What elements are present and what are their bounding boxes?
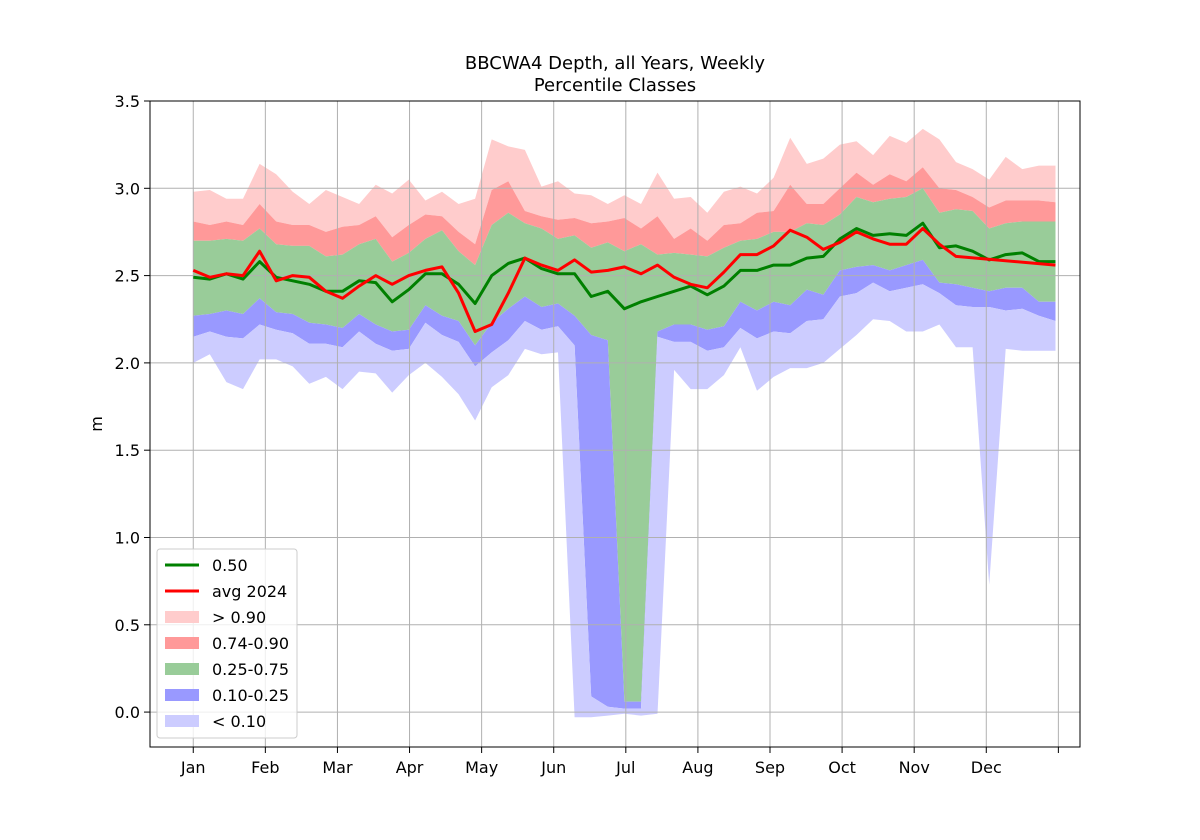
y-tick-label: 2.5 xyxy=(115,267,140,286)
legend-swatch-gt90 xyxy=(165,611,199,623)
x-tick-label: Feb xyxy=(251,758,279,777)
x-tick-label: Apr xyxy=(396,758,424,777)
x-tick-label: Mar xyxy=(322,758,353,777)
x-tick-label: May xyxy=(465,758,498,777)
legend-label-avg-2024: avg 2024 xyxy=(212,582,287,601)
percentile-bands xyxy=(193,128,1056,718)
legend: 0.50 avg 2024 > 0.90 0.74-0.90 0.25-0.75… xyxy=(156,548,298,739)
x-tick-label: Jan xyxy=(180,758,206,777)
legend-label-25-75: 0.25-0.75 xyxy=(212,660,289,679)
y-tick-label: 0.0 xyxy=(115,703,140,722)
band-25-75 xyxy=(193,188,1056,702)
legend-label-10-25: 0.10-0.25 xyxy=(212,686,289,705)
legend-swatch-lt10 xyxy=(165,715,199,727)
series-lines xyxy=(192,221,1056,333)
median-line xyxy=(193,221,1056,311)
y-tick-label: 1.0 xyxy=(115,528,140,547)
band-10-25 xyxy=(193,259,1056,709)
legend-label-median: 0.50 xyxy=(212,556,248,575)
y-tick-label: 2.0 xyxy=(115,354,140,373)
x-tick-label: Jun xyxy=(540,758,566,777)
x-tick-label: Jul xyxy=(615,758,635,777)
legend-swatch-25-75 xyxy=(165,663,199,675)
legend-label-gt90: > 0.90 xyxy=(212,608,266,627)
chart-title-line-2: Percentile Classes xyxy=(534,75,696,96)
x-tick-label: Dec xyxy=(971,758,1002,777)
avg-2024-line xyxy=(192,227,1056,333)
y-tick-label: 3.5 xyxy=(115,92,140,111)
legend-label-lt10: < 0.10 xyxy=(212,712,266,731)
x-tick-label: Oct xyxy=(828,758,856,777)
y-tick-label: 0.5 xyxy=(115,616,140,635)
x-tick-label: Sep xyxy=(755,758,785,777)
x-tick-label: Aug xyxy=(682,758,713,777)
plot-frame xyxy=(149,100,1081,748)
x-tick-label: Nov xyxy=(899,758,930,777)
band-74-90 xyxy=(193,167,1056,266)
y-axis-ticks: 0.0 0.5 1.0 1.5 2.0 2.5 3.0 3.5 xyxy=(115,92,150,722)
legend-label-74-90: 0.74-0.90 xyxy=(212,634,289,653)
legend-swatch-10-25 xyxy=(165,689,199,701)
x-axis-ticks: Jan Feb Mar Apr May Jun Jul Aug Sep Oct Nov Dec xyxy=(180,747,1059,777)
band-gt90 xyxy=(193,128,1056,245)
y-axis-label: m xyxy=(87,416,106,432)
band-lt10 xyxy=(193,282,1056,718)
y-tick-label: 1.5 xyxy=(115,441,140,460)
y-tick-label: 3.0 xyxy=(115,179,140,198)
legend-swatch-74-90 xyxy=(165,637,199,649)
chart-title-line-1: BBCWA4 Depth, all Years, Weekly xyxy=(465,53,766,74)
